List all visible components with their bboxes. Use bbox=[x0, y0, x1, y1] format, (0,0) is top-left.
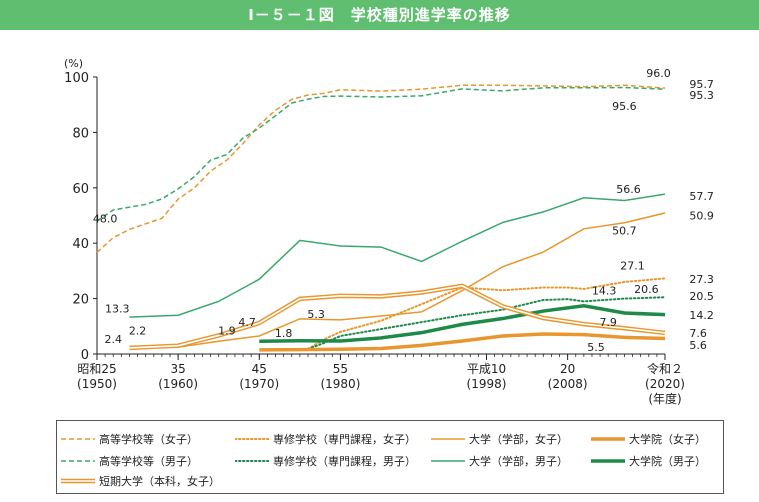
x-unit-label: (年度) bbox=[648, 391, 681, 406]
legend-item: 大学（学部，男子） bbox=[431, 453, 568, 469]
data-label: 4.7 bbox=[238, 316, 256, 329]
data-label: 56.6 bbox=[616, 183, 641, 196]
x-tick-year: (2008) bbox=[548, 377, 588, 391]
data-label: 95.6 bbox=[612, 100, 637, 113]
series-line-3 bbox=[306, 296, 666, 351]
series-line-2 bbox=[306, 277, 666, 351]
data-label: 13.3 bbox=[105, 302, 130, 315]
data-label: 95.7 bbox=[689, 78, 714, 91]
x-tick-label: 20 bbox=[560, 362, 575, 376]
x-tick-label: 45 bbox=[252, 362, 267, 376]
series-line-8-inner bbox=[129, 285, 666, 349]
line-chart: (%) 0 20 40 60 80 100 昭和25(1950) 35(1960) 45(1970… bbox=[64, 57, 714, 406]
data-label: 2.2 bbox=[129, 324, 147, 337]
legend-label: 大学（学部，女子） bbox=[469, 433, 568, 446]
y-axis-label: (%) bbox=[64, 57, 83, 70]
legend-label: 高等学校等（男子） bbox=[99, 455, 198, 468]
data-label: 14.3 bbox=[592, 284, 617, 297]
series-line-5 bbox=[259, 332, 666, 352]
series-line-7 bbox=[259, 304, 666, 344]
series-line-6 bbox=[129, 193, 666, 318]
data-label: 20.5 bbox=[689, 290, 714, 303]
data-label: 96.0 bbox=[646, 67, 671, 80]
data-label: 27.3 bbox=[689, 273, 714, 286]
data-label: 7.6 bbox=[689, 327, 707, 340]
series-line-1 bbox=[96, 86, 666, 222]
data-label: 57.7 bbox=[689, 190, 714, 203]
legend-label: 短期大学（本科，女子） bbox=[99, 475, 220, 488]
data-label: 95.3 bbox=[689, 89, 714, 102]
x-tick-label: 55 bbox=[333, 362, 348, 376]
legend-item: 高等学校等（男子） bbox=[61, 453, 198, 469]
legend-item: 大学院（女子） bbox=[591, 431, 706, 447]
data-label: 50.7 bbox=[612, 225, 637, 238]
x-tick-year: (1998) bbox=[467, 377, 507, 391]
legend-label: 大学院（女子） bbox=[629, 433, 706, 446]
data-label: 48.0 bbox=[93, 212, 118, 225]
data-label: 5.5 bbox=[587, 341, 605, 354]
legend-item: 専修学校（専門課程，女子） bbox=[235, 431, 416, 447]
legend-label: 大学院（男子） bbox=[629, 455, 706, 468]
data-label: 20.6 bbox=[634, 283, 659, 296]
y-tick-label: 40 bbox=[72, 237, 89, 252]
data-label: 1.8 bbox=[275, 327, 293, 340]
legend-item: 専修学校（専門課程，男子） bbox=[235, 453, 416, 469]
data-label: 7.9 bbox=[599, 316, 617, 329]
x-tick-year: (1960) bbox=[158, 377, 198, 391]
legend-label: 高等学校等（女子） bbox=[99, 433, 198, 446]
y-tick-label: 60 bbox=[72, 182, 89, 197]
data-label: 1.9 bbox=[218, 324, 236, 337]
legend-item: 短期大学（本科，女子） bbox=[61, 473, 220, 489]
data-label: 27.1 bbox=[620, 259, 645, 272]
y-tick-label: 80 bbox=[72, 126, 89, 141]
data-label: 50.9 bbox=[689, 210, 714, 223]
x-tick-label: 35 bbox=[171, 362, 186, 376]
legend-item: 大学（学部，女子） bbox=[431, 431, 568, 447]
data-label: 5.6 bbox=[689, 339, 707, 352]
y-tick-label: 0 bbox=[81, 348, 89, 363]
series-line-4 bbox=[129, 212, 666, 349]
data-label: 14.2 bbox=[689, 309, 714, 322]
x-tick-year: (1950) bbox=[77, 377, 117, 391]
x-tick-label: 昭和25 bbox=[77, 362, 116, 376]
x-tick-year: (1970) bbox=[239, 377, 279, 391]
legend-item: 大学院（男子） bbox=[591, 453, 706, 469]
legend-item: 高等学校等（女子） bbox=[61, 431, 198, 447]
x-tick-year: (1980) bbox=[320, 377, 360, 391]
legend-label: 専修学校（専門課程，女子） bbox=[273, 433, 416, 446]
x-tick-year: (2020) bbox=[645, 377, 685, 391]
legend-label: 専修学校（専門課程，男子） bbox=[273, 455, 416, 468]
legend: 高等学校等（女子） 専修学校（専門課程，女子） 大学（学部，女子） 大学院（女子） 高等… bbox=[56, 420, 724, 494]
x-tick-label: 平成10 bbox=[467, 362, 506, 376]
data-label: 5.3 bbox=[307, 308, 325, 321]
y-tick-label: 100 bbox=[64, 71, 89, 86]
series-line-0 bbox=[96, 84, 666, 253]
y-tick-label: 20 bbox=[72, 293, 89, 308]
x-tick-label: 令和２ bbox=[647, 361, 683, 376]
chart-title: Ⅰ－５－１図 学校種別進学率の推移 bbox=[0, 0, 759, 30]
data-label: 2.4 bbox=[104, 333, 122, 346]
legend-label: 大学（学部，男子） bbox=[469, 455, 568, 468]
